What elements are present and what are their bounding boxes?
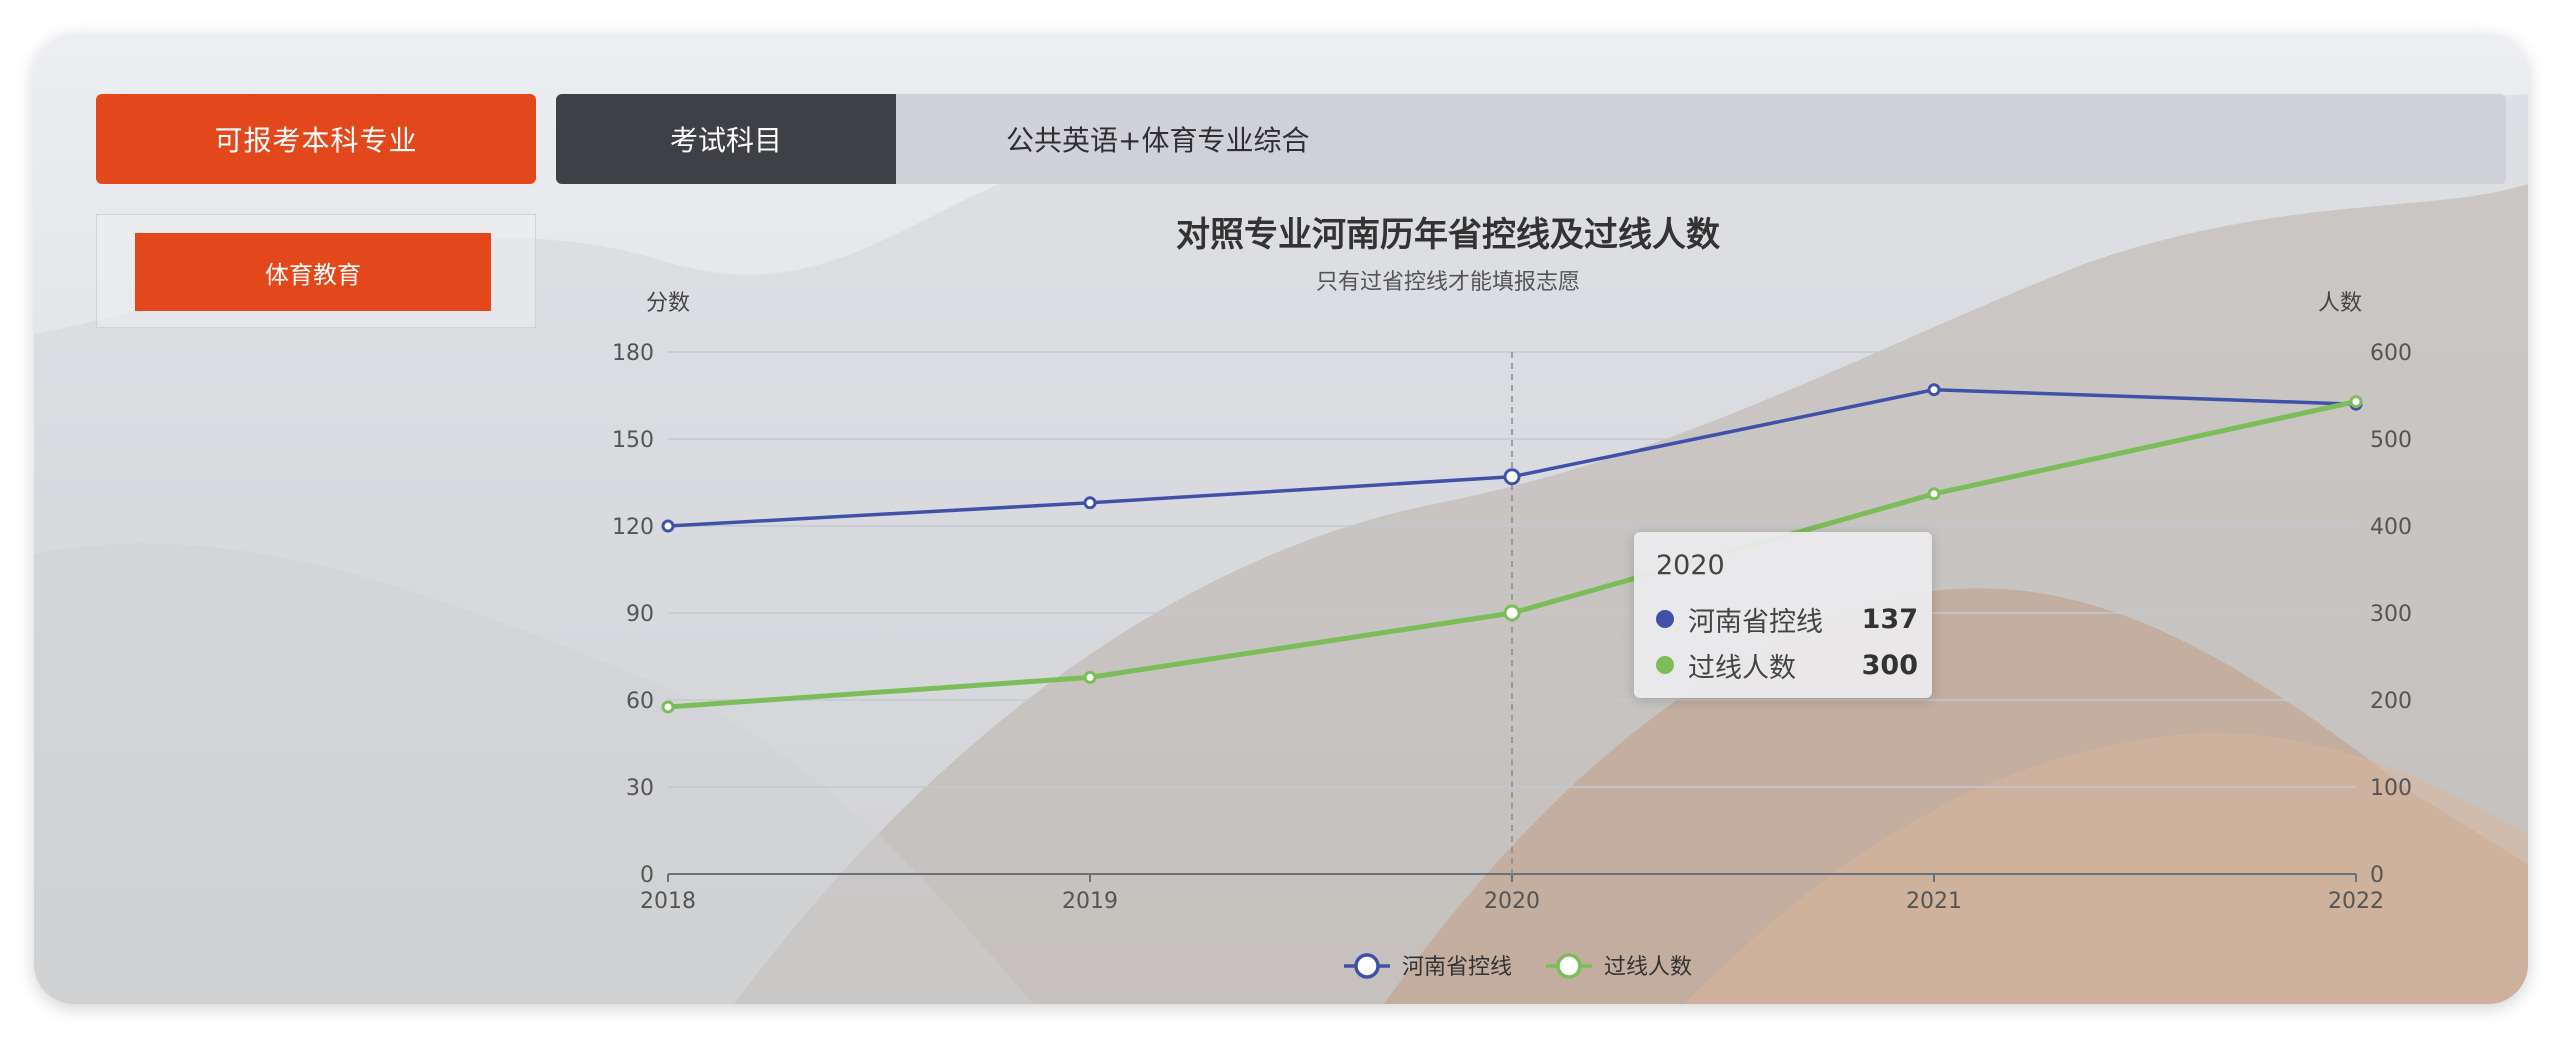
x-tick-label: 2022 (2328, 889, 2384, 914)
y-right-tick-label: 0 (2370, 863, 2384, 888)
data-point (1083, 496, 1097, 510)
x-tick-label: 2018 (640, 889, 696, 914)
x-tick-label: 2020 (1484, 889, 1540, 914)
y-left-tick-label: 30 (626, 776, 654, 801)
data-point (1503, 468, 1521, 486)
data-point (1083, 670, 1097, 684)
x-tick-label: 2021 (1906, 889, 1962, 914)
exam-subject-label: 考试科目 (556, 94, 896, 184)
y-left-axis-name: 分数 (646, 291, 690, 316)
data-point (661, 519, 675, 533)
exam-subject-bar: 考试科目 公共英语+体育专业综合 (556, 94, 2506, 184)
tooltip-row-label: 过线人数 (1688, 652, 1796, 684)
series-marker-icon (1656, 656, 1674, 674)
y-left-tick-label: 0 (640, 863, 654, 888)
main-card: 可报考本科专业 考试科目 公共英语+体育专业综合 体育教育 对照专业河南历年省控… (34, 34, 2528, 1004)
y-right-tick-label: 500 (2370, 428, 2412, 453)
y-left-tick-label: 180 (612, 341, 654, 366)
data-point (1503, 604, 1521, 622)
legend-label: 过线人数 (1604, 955, 1692, 980)
legend-label: 河南省控线 (1402, 955, 1512, 980)
y-right-tick-label: 200 (2370, 689, 2412, 714)
y-right-tick-label: 400 (2370, 515, 2412, 540)
data-point (661, 700, 675, 714)
major-list: 体育教育 (96, 214, 536, 328)
tooltip-row-control-line: 河南省控线 137 (1656, 602, 1918, 638)
tooltip-row-value: 137 (1861, 603, 1918, 635)
legend-swatch-icon (1556, 953, 1582, 979)
x-tick-label: 2019 (1062, 889, 1118, 914)
y-left-tick-label: 60 (626, 689, 654, 714)
data-point (1927, 383, 1941, 397)
chart-subtitle: 只有过省控线才能填报志愿 (1316, 270, 1580, 295)
line-chart[interactable]: 对照专业河南历年省控线及过线人数 只有过省控线才能填报志愿 分数 人数 0 0 30… (34, 34, 2528, 1004)
tooltip-row-value: 300 (1861, 649, 1918, 681)
tooltip-row-label: 河南省控线 (1688, 606, 1823, 638)
tooltip-title: 2020 (1656, 550, 1725, 581)
available-majors-header[interactable]: 可报考本科专业 (96, 94, 536, 184)
y-right-tick-label: 100 (2370, 776, 2412, 801)
legend-swatch-icon (1354, 953, 1380, 979)
y-left-tick-label: 120 (612, 515, 654, 540)
series-marker-icon (1656, 610, 1674, 628)
exam-subject-value: 公共英语+体育专业综合 (1006, 124, 1310, 157)
y-right-tick-label: 300 (2370, 602, 2412, 627)
chart-title: 对照专业河南历年省控线及过线人数 (1176, 215, 1720, 255)
data-point (1927, 487, 1941, 501)
major-item-physical-education[interactable]: 体育教育 (135, 233, 491, 311)
y-right-axis-name: 人数 (2318, 291, 2362, 316)
mountain-background (34, 94, 2528, 1004)
y-right-tick-label: 600 (2370, 341, 2412, 366)
tooltip-row-pass-count: 过线人数 300 (1656, 648, 1918, 684)
y-left-tick-label: 150 (612, 428, 654, 453)
y-left-tick-label: 90 (626, 602, 654, 627)
data-point (2349, 395, 2363, 409)
chart-tooltip: 2020 河南省控线 137 过线人数 300 (1634, 532, 1932, 698)
